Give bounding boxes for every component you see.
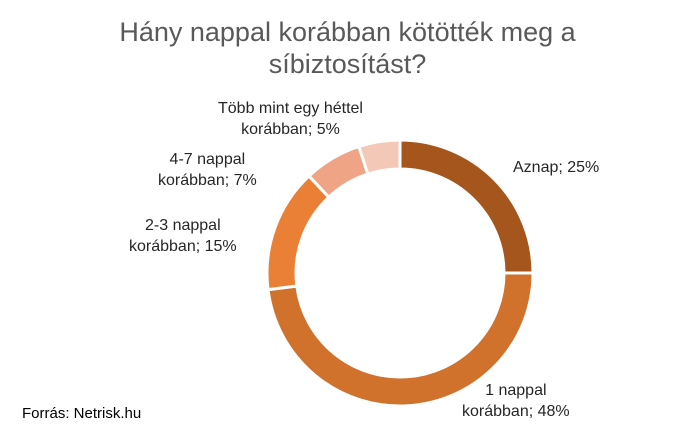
donut-slice-2 (265, 173, 331, 292)
slice-label-1-nappal-line-2: korábban; 48% (462, 403, 570, 420)
slice-label-tobb-mint-egy-het-line-1: Több mint egy héttel (218, 100, 363, 117)
chart-title: Hány nappal korábban kötötték meg a síbi… (0, 16, 695, 80)
slice-label-1-nappal-line-1: 1 nappal (485, 382, 547, 399)
slice-label-tobb-mint-egy-het-line-2: korábban; 5% (241, 121, 340, 138)
slice-label-2-3-nappal-line-1: 2-3 nappal (145, 217, 221, 234)
donut-slice-1 (266, 271, 535, 408)
slice-label-2-3-nappal: 2-3 nappal korábban; 15% (129, 215, 237, 257)
slice-label-4-7-nappal: 4-7 nappal korábban; 7% (158, 149, 257, 191)
chart-title-line-1: Hány nappal korábban kötötték meg a (119, 17, 576, 47)
slice-label-aznap-line-1: Aznap; 25% (513, 159, 600, 176)
source-note: Forrás: Netrisk.hu (22, 405, 142, 422)
slice-label-4-7-nappal-line-2: korábban; 7% (158, 172, 257, 189)
slice-label-aznap: Aznap; 25% (513, 157, 599, 178)
slice-label-2-3-nappal-line-2: korábban; 15% (129, 238, 237, 255)
slice-label-4-7-nappal-line-1: 4-7 nappal (169, 151, 246, 168)
slice-label-tobb-mint-egy-het: Több mint egy héttel korábban; 5% (218, 98, 363, 140)
chart-title-line-2: síbiztosítást? (268, 49, 427, 79)
donut-slice-4 (357, 138, 402, 176)
slice-label-1-nappal: 1 nappal korábban; 48% (462, 380, 570, 422)
